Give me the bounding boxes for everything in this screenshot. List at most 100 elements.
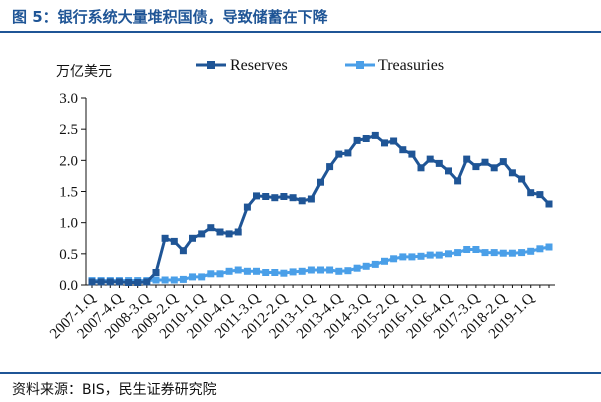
data-point-treasuries bbox=[161, 276, 169, 284]
data-point-reserves bbox=[143, 278, 151, 286]
data-point-treasuries bbox=[225, 267, 233, 275]
data-point-treasuries bbox=[152, 276, 160, 284]
data-point-reserves bbox=[179, 247, 187, 255]
series-line-reserves bbox=[92, 133, 551, 284]
data-point-treasuries bbox=[179, 275, 187, 283]
data-point-treasuries bbox=[527, 247, 535, 255]
data-point-reserves bbox=[362, 135, 370, 142]
data-point-treasuries bbox=[435, 251, 443, 259]
data-point-treasuries bbox=[472, 246, 480, 253]
data-point-reserves bbox=[527, 189, 535, 197]
y-tick-label: 0.0 bbox=[59, 278, 78, 294]
data-point-treasuries bbox=[445, 250, 452, 258]
source-rule bbox=[0, 372, 601, 374]
data-point-treasuries bbox=[198, 273, 206, 281]
data-point-treasuries bbox=[463, 246, 471, 253]
legend-marker-reserves bbox=[207, 61, 215, 69]
data-point-treasuries bbox=[326, 266, 334, 274]
y-tick-label: 1.0 bbox=[59, 216, 78, 232]
data-point-reserves bbox=[125, 279, 133, 286]
data-point-treasuries bbox=[289, 268, 297, 276]
data-point-reserves bbox=[152, 269, 160, 276]
series-treasuries bbox=[88, 243, 553, 285]
data-point-reserves bbox=[216, 228, 224, 236]
data-point-reserves bbox=[161, 234, 169, 242]
data-point-reserves bbox=[499, 158, 507, 166]
data-point-reserves bbox=[426, 155, 434, 163]
data-point-reserves bbox=[88, 278, 96, 286]
title-rule bbox=[0, 31, 601, 33]
data-point-treasuries bbox=[189, 273, 196, 281]
data-point-treasuries bbox=[344, 267, 352, 275]
legend: Reserves Treasuries bbox=[196, 57, 444, 74]
data-point-reserves bbox=[463, 155, 471, 163]
data-point-reserves bbox=[262, 193, 270, 200]
data-point-treasuries bbox=[262, 269, 270, 276]
data-point-treasuries bbox=[499, 249, 507, 257]
data-point-treasuries bbox=[271, 269, 279, 276]
data-point-treasuries bbox=[170, 276, 178, 284]
data-point-reserves bbox=[399, 146, 407, 154]
data-point-reserves bbox=[326, 163, 334, 171]
legend-label-treasuries: Treasuries bbox=[378, 57, 444, 74]
y-axis: 0.0 0.5 1.0 1.5 2.0 2.5 3.0 bbox=[59, 91, 87, 294]
data-point-treasuries bbox=[243, 267, 251, 275]
data-point-reserves bbox=[207, 224, 215, 232]
data-point-treasuries bbox=[417, 252, 425, 260]
data-point-treasuries bbox=[234, 266, 242, 274]
data-point-reserves bbox=[381, 139, 388, 147]
data-point-treasuries bbox=[216, 270, 224, 278]
data-point-treasuries bbox=[381, 257, 388, 265]
y-tick-label: 3.0 bbox=[59, 91, 78, 107]
data-point-treasuries bbox=[536, 245, 544, 253]
data-point-reserves bbox=[307, 195, 315, 203]
data-point-treasuries bbox=[518, 249, 526, 257]
series-reserves bbox=[88, 131, 553, 286]
data-point-treasuries bbox=[508, 249, 516, 257]
data-point-reserves bbox=[472, 163, 480, 171]
data-point-reserves bbox=[445, 167, 452, 175]
data-point-reserves bbox=[536, 191, 544, 199]
data-point-treasuries bbox=[390, 255, 398, 263]
data-point-treasuries bbox=[362, 262, 370, 270]
data-point-reserves bbox=[335, 150, 343, 158]
data-point-reserves bbox=[225, 230, 233, 238]
figure-title: 图 5：银行系统大量堆积国债，导致储蓄在下降 bbox=[12, 8, 328, 26]
data-point-treasuries bbox=[490, 249, 498, 257]
data-point-reserves bbox=[280, 193, 288, 200]
data-point-treasuries bbox=[317, 266, 324, 274]
data-point-reserves bbox=[317, 178, 324, 186]
data-point-treasuries bbox=[207, 270, 215, 278]
data-point-treasuries bbox=[399, 253, 407, 261]
legend-marker-treasuries bbox=[356, 61, 364, 69]
data-point-reserves bbox=[508, 169, 516, 177]
data-point-treasuries bbox=[298, 267, 306, 275]
data-point-treasuries bbox=[454, 249, 462, 257]
data-point-reserves bbox=[234, 228, 242, 236]
data-point-treasuries bbox=[408, 253, 416, 261]
data-point-reserves bbox=[170, 237, 178, 245]
y-tick-label: 0.5 bbox=[59, 247, 78, 263]
data-point-reserves bbox=[289, 194, 297, 202]
data-point-reserves bbox=[106, 278, 114, 286]
data-point-reserves bbox=[481, 158, 489, 166]
y-axis-unit-label: 万亿美元 bbox=[56, 64, 112, 80]
data-point-treasuries bbox=[253, 267, 260, 275]
data-point-reserves bbox=[454, 177, 462, 185]
y-tick-label: 2.5 bbox=[59, 122, 78, 138]
data-point-treasuries bbox=[426, 251, 434, 259]
data-point-reserves bbox=[408, 150, 416, 158]
x-axis: 2007-1.Q2007-4.Q2008-3.Q2009-2.Q2010-1.Q… bbox=[47, 284, 555, 342]
y-tick-label: 2.0 bbox=[59, 153, 78, 169]
data-point-treasuries bbox=[307, 266, 315, 274]
data-point-reserves bbox=[545, 200, 553, 208]
data-point-treasuries bbox=[371, 260, 379, 268]
legend-label-reserves: Reserves bbox=[230, 57, 288, 74]
data-point-reserves bbox=[390, 137, 398, 145]
data-point-reserves bbox=[344, 149, 352, 157]
y-tick-label: 1.5 bbox=[59, 185, 78, 201]
data-point-treasuries bbox=[335, 267, 343, 275]
data-point-treasuries bbox=[353, 264, 361, 272]
source-note: 资料来源：BIS，民生证券研究院 bbox=[12, 382, 217, 398]
series-layer bbox=[88, 131, 553, 286]
